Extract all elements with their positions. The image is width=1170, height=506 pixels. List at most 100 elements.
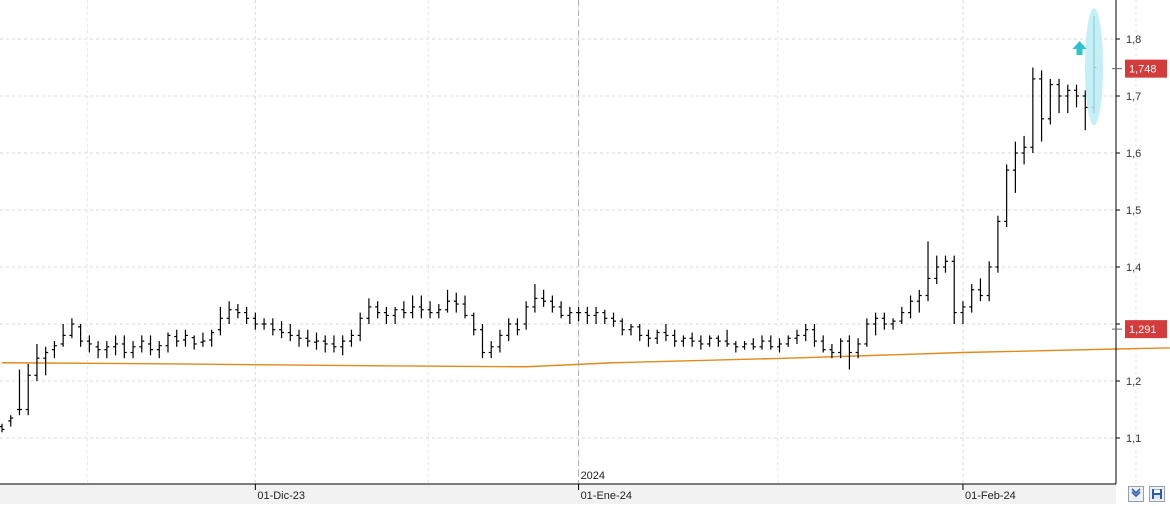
ohlc-bar [261, 318, 267, 330]
ohlc-bar [759, 335, 765, 350]
ohlc-bar [191, 335, 197, 350]
ohlc-bar [427, 301, 433, 319]
ohlc-bar [383, 306, 389, 324]
ohlc-bar [139, 335, 145, 353]
ohlc-bar [8, 415, 14, 427]
ohlc-bar [244, 306, 250, 324]
ohlc-bar [78, 324, 84, 347]
ohlc-bar [1021, 135, 1027, 165]
ohlc-bar [488, 341, 494, 359]
y-tick-label: 1,6 [1126, 148, 1141, 160]
ohlc-bar [986, 261, 992, 302]
ohlc-bar [25, 363, 31, 416]
ohlc-bar [375, 301, 381, 319]
ohlc-bar [838, 338, 844, 359]
ohlc-bar [602, 309, 608, 324]
moving-average-line [1, 347, 1170, 368]
ohlc-bar [1065, 84, 1071, 114]
ohlc-bar [663, 324, 669, 342]
ohlc-bar [348, 329, 354, 347]
ohlc-bar [890, 318, 896, 330]
ohlc-bar [86, 335, 92, 353]
ohlc-bar [820, 335, 826, 353]
ohlc-bar [313, 332, 319, 350]
ohlc-bar [156, 341, 162, 359]
highlight-ellipse [1085, 8, 1103, 126]
ohlc-bar [0, 423, 5, 433]
ohlc-bar [182, 329, 188, 347]
ohlc-bar [104, 341, 110, 359]
ohlc-bar [698, 335, 704, 350]
moving-average-layer [1, 347, 1170, 368]
ohlc-bar [279, 321, 285, 339]
ohlc-bar [174, 329, 180, 347]
ohlc-bar [130, 341, 136, 359]
ohlc-bar [43, 346, 49, 376]
ohlc-bar [217, 306, 223, 336]
last-price-badge-text: 1,748 [1129, 64, 1157, 76]
ohlc-bar [611, 312, 617, 327]
ohlc-bar [252, 312, 258, 330]
ma-value-badge-text: 1,291 [1129, 324, 1157, 336]
ohlc-bar [121, 335, 127, 359]
ohlc-bar [1074, 84, 1080, 108]
ohlc-bar [873, 312, 879, 336]
ohlc-bar [60, 324, 66, 347]
ohlc-bar [331, 335, 337, 353]
ohlc-bar [593, 306, 599, 324]
ohlc-bar [750, 338, 756, 350]
ohlc-bar [1082, 90, 1088, 131]
ohlc-bar [689, 332, 695, 347]
ohlc-bar [69, 318, 75, 339]
ohlc-bar [654, 329, 660, 344]
annotations [1072, 8, 1103, 126]
ohlc-bar [942, 255, 948, 273]
ohlc-bar [742, 341, 748, 350]
expand-icon[interactable] [1128, 486, 1144, 502]
y-tick-label: 1,7 [1126, 91, 1141, 103]
ohlc-bar [392, 306, 398, 324]
ohlc-bar [479, 324, 485, 359]
ohlc-bar [1012, 141, 1018, 193]
ohlc-bar [567, 306, 573, 324]
ohlc-bar [977, 278, 983, 302]
ohlc-bar [1030, 67, 1036, 153]
ohlc-bar [680, 335, 686, 347]
ohlc-bar [209, 329, 215, 347]
ohlc-bar [95, 341, 101, 359]
y-tick-label: 1,4 [1126, 262, 1141, 274]
ohlc-bar [514, 318, 520, 336]
ohlc-bar [777, 338, 783, 353]
ohlc-bar [960, 301, 966, 324]
ohlc-bar [453, 292, 459, 313]
ohlc-bar [366, 298, 372, 324]
year-label: 2024 [581, 470, 605, 482]
y-tick-label: 1,8 [1126, 34, 1141, 46]
ohlc-bar [916, 289, 922, 313]
ohlc-bar [418, 295, 424, 319]
ohlc-bar [724, 329, 730, 347]
ohlc-bar [200, 332, 206, 347]
save-icon[interactable] [1149, 486, 1165, 502]
x-tick-label: 01-Feb-24 [965, 490, 1016, 502]
ohlc-bar [881, 312, 887, 330]
x-axis-band [0, 484, 1116, 504]
up-arrow-icon [1072, 41, 1087, 55]
ohlc-bar [899, 306, 905, 324]
ohlc-bar [165, 332, 171, 353]
ohlc-bar [226, 301, 232, 324]
ohlc-bar [558, 301, 564, 319]
ohlc-bar [619, 318, 625, 336]
ohlc-bar [462, 295, 468, 319]
y-tick-label: 1,1 [1126, 433, 1141, 445]
ohlc-bar [934, 255, 940, 285]
ohlc-bar [846, 335, 852, 370]
y-tick-label: 1,5 [1126, 205, 1141, 217]
ohlc-bar [287, 324, 293, 342]
ohlc-bar [523, 301, 529, 330]
x-tick-label: 01-Dic-23 [257, 490, 305, 502]
ohlc-bar [34, 343, 40, 381]
ohlc-bar [803, 324, 809, 342]
ohlc-bar [829, 343, 835, 359]
